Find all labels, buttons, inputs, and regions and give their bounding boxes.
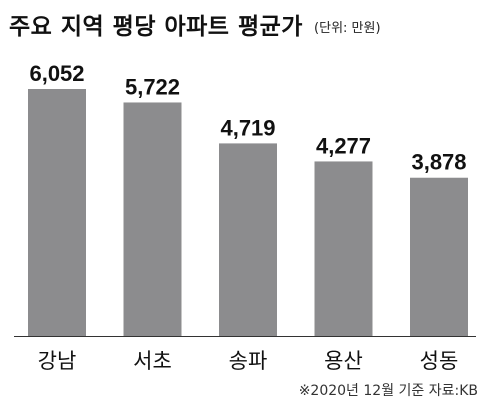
value-label: 3,878: [411, 150, 466, 175]
category-label: 송파: [229, 349, 268, 373]
bar-용산: [314, 161, 373, 336]
category-label: 서초: [133, 349, 172, 373]
source-note: ※2020년 12월 기준 자료:KB: [298, 383, 478, 399]
category-label: 용산: [324, 349, 363, 373]
category-label: 강남: [38, 349, 77, 373]
bar-송파: [219, 143, 277, 336]
chart-title: 주요 지역 평당 아파트 평균가: [9, 14, 303, 40]
value-label: 4,277: [316, 133, 371, 158]
unit-note: (단위: 만원): [314, 21, 381, 36]
bar-강남: [28, 89, 86, 336]
title-row: 주요 지역 평당 아파트 평균가 (단위: 만원): [9, 7, 381, 41]
value-label: 4,719: [220, 115, 275, 140]
value-label: 6,052: [29, 61, 84, 86]
value-label: 5,722: [125, 74, 180, 99]
category-label: 성동: [420, 349, 459, 373]
bar-서초: [123, 102, 182, 336]
bar-성동: [410, 177, 468, 336]
